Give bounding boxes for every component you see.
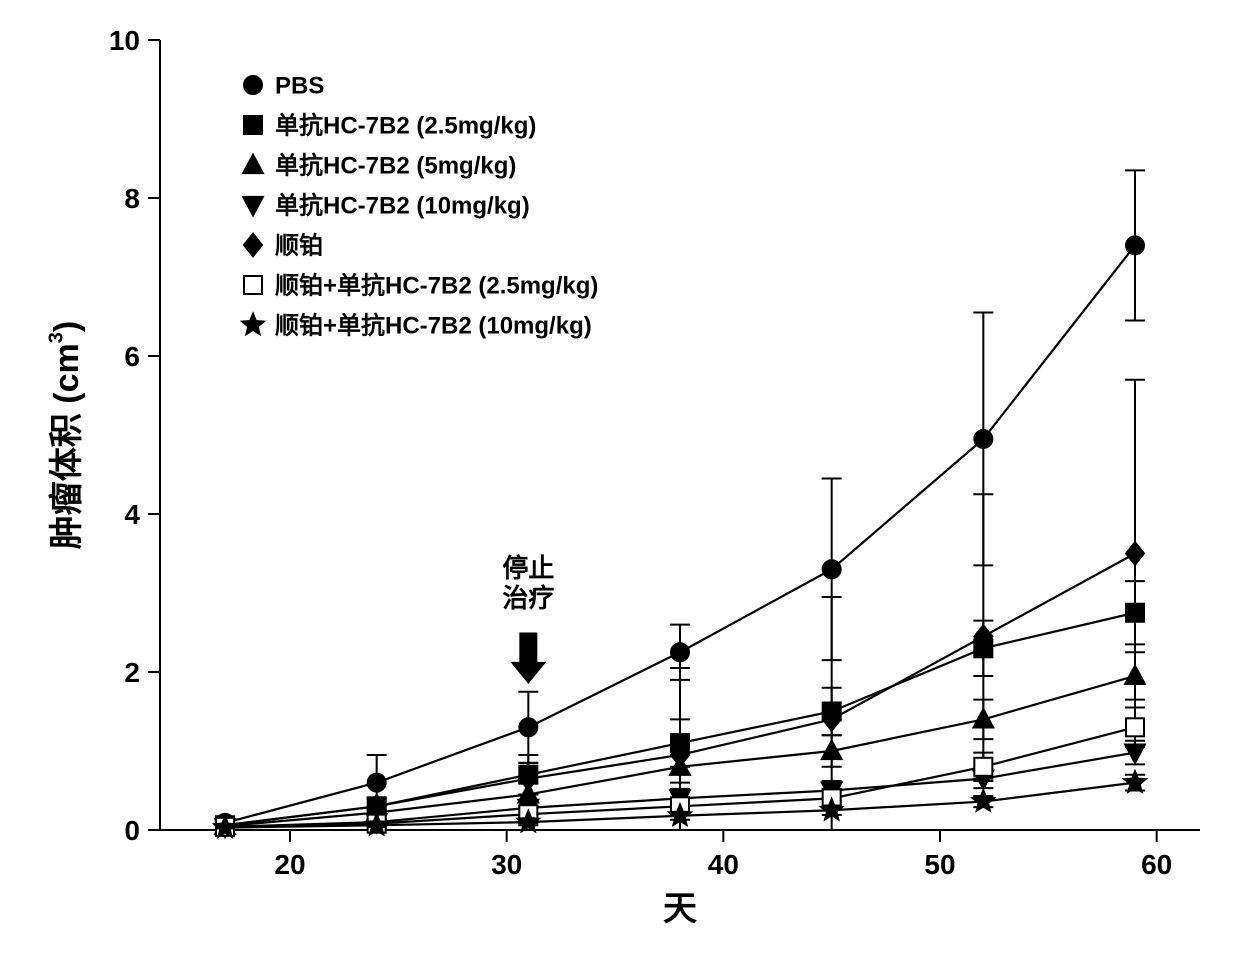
chart-container: 20 30 40 50 60 0 2 4 6 8 10 天 肿瘤体积 (cm3) PBS 单抗HC-7B2 … (0, 0, 1239, 967)
legend-label-cis_hc7b2_10: 顺铂+单抗HC-7B2 (10mg/kg) (275, 311, 592, 339)
y-axis-title: 肿瘤体积 (cm3) (46, 321, 86, 549)
y-tick-label: 0 (124, 815, 140, 846)
legend-label-cis_hc7b2_2p5: 顺铂+单抗HC-7B2 (2.5mg/kg) (275, 271, 598, 299)
x-tick-label: 20 (274, 849, 305, 880)
legend-label-pbs: PBS (275, 72, 324, 99)
tumor-volume-line-chart: 20 30 40 50 60 0 2 4 6 8 10 天 肿瘤体积 (cm3) PBS 单抗HC-7B2 … (0, 0, 1239, 967)
legend-label-cis: 顺铂 (275, 232, 323, 259)
x-axis-title: 天 (663, 890, 697, 928)
x-tick-label: 60 (1141, 849, 1172, 880)
svg-text:肿瘤体积 (cm3): 肿瘤体积 (cm3) (46, 321, 86, 549)
svg-text:停止: 停止 (502, 553, 554, 583)
svg-text:治疗: 治疗 (502, 583, 554, 613)
x-tick-label: 50 (924, 849, 955, 880)
x-tick-label: 30 (491, 849, 522, 880)
y-tick-label: 4 (124, 499, 140, 530)
legend-label-hc7b2_10: 单抗HC-7B2 (10mg/kg) (275, 191, 530, 219)
y-tick-label: 10 (109, 25, 140, 56)
legend-label-hc7b2_5: 单抗HC-7B2 (5mg/kg) (275, 151, 516, 179)
y-tick-label: 6 (124, 341, 140, 372)
y-tick-label: 8 (124, 183, 140, 214)
y-tick-label: 2 (124, 657, 140, 688)
x-tick-label: 40 (708, 849, 739, 880)
legend-label-hc7b2_2p5: 单抗HC-7B2 (2.5mg/kg) (275, 111, 536, 139)
